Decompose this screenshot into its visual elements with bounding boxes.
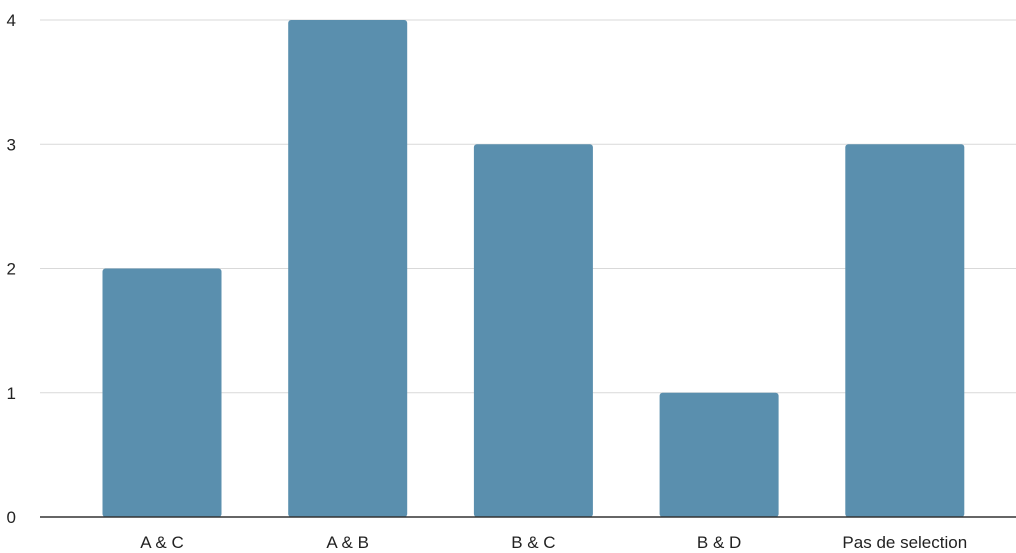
y-tick-label: 1 [7,384,16,403]
x-tick-label: A & B [326,533,369,552]
x-axis-tick-labels: A & C A & B B & C B & D Pas de selection [140,533,967,552]
bars [102,20,965,517]
y-tick-label: 0 [7,508,16,527]
bar [845,144,965,517]
y-tick-label: 2 [7,260,16,279]
y-tick-label: 3 [7,135,16,154]
x-tick-label: B & C [511,533,555,552]
bar [288,20,408,517]
y-tick-label: 4 [7,11,16,30]
bar [473,144,593,517]
bar [102,268,222,517]
bar [659,392,779,517]
x-tick-label: Pas de selection [842,533,967,552]
x-tick-label: A & C [140,533,183,552]
x-tick-label: B & D [697,533,741,552]
y-axis-tick-labels: 0 1 2 3 4 [7,11,16,527]
